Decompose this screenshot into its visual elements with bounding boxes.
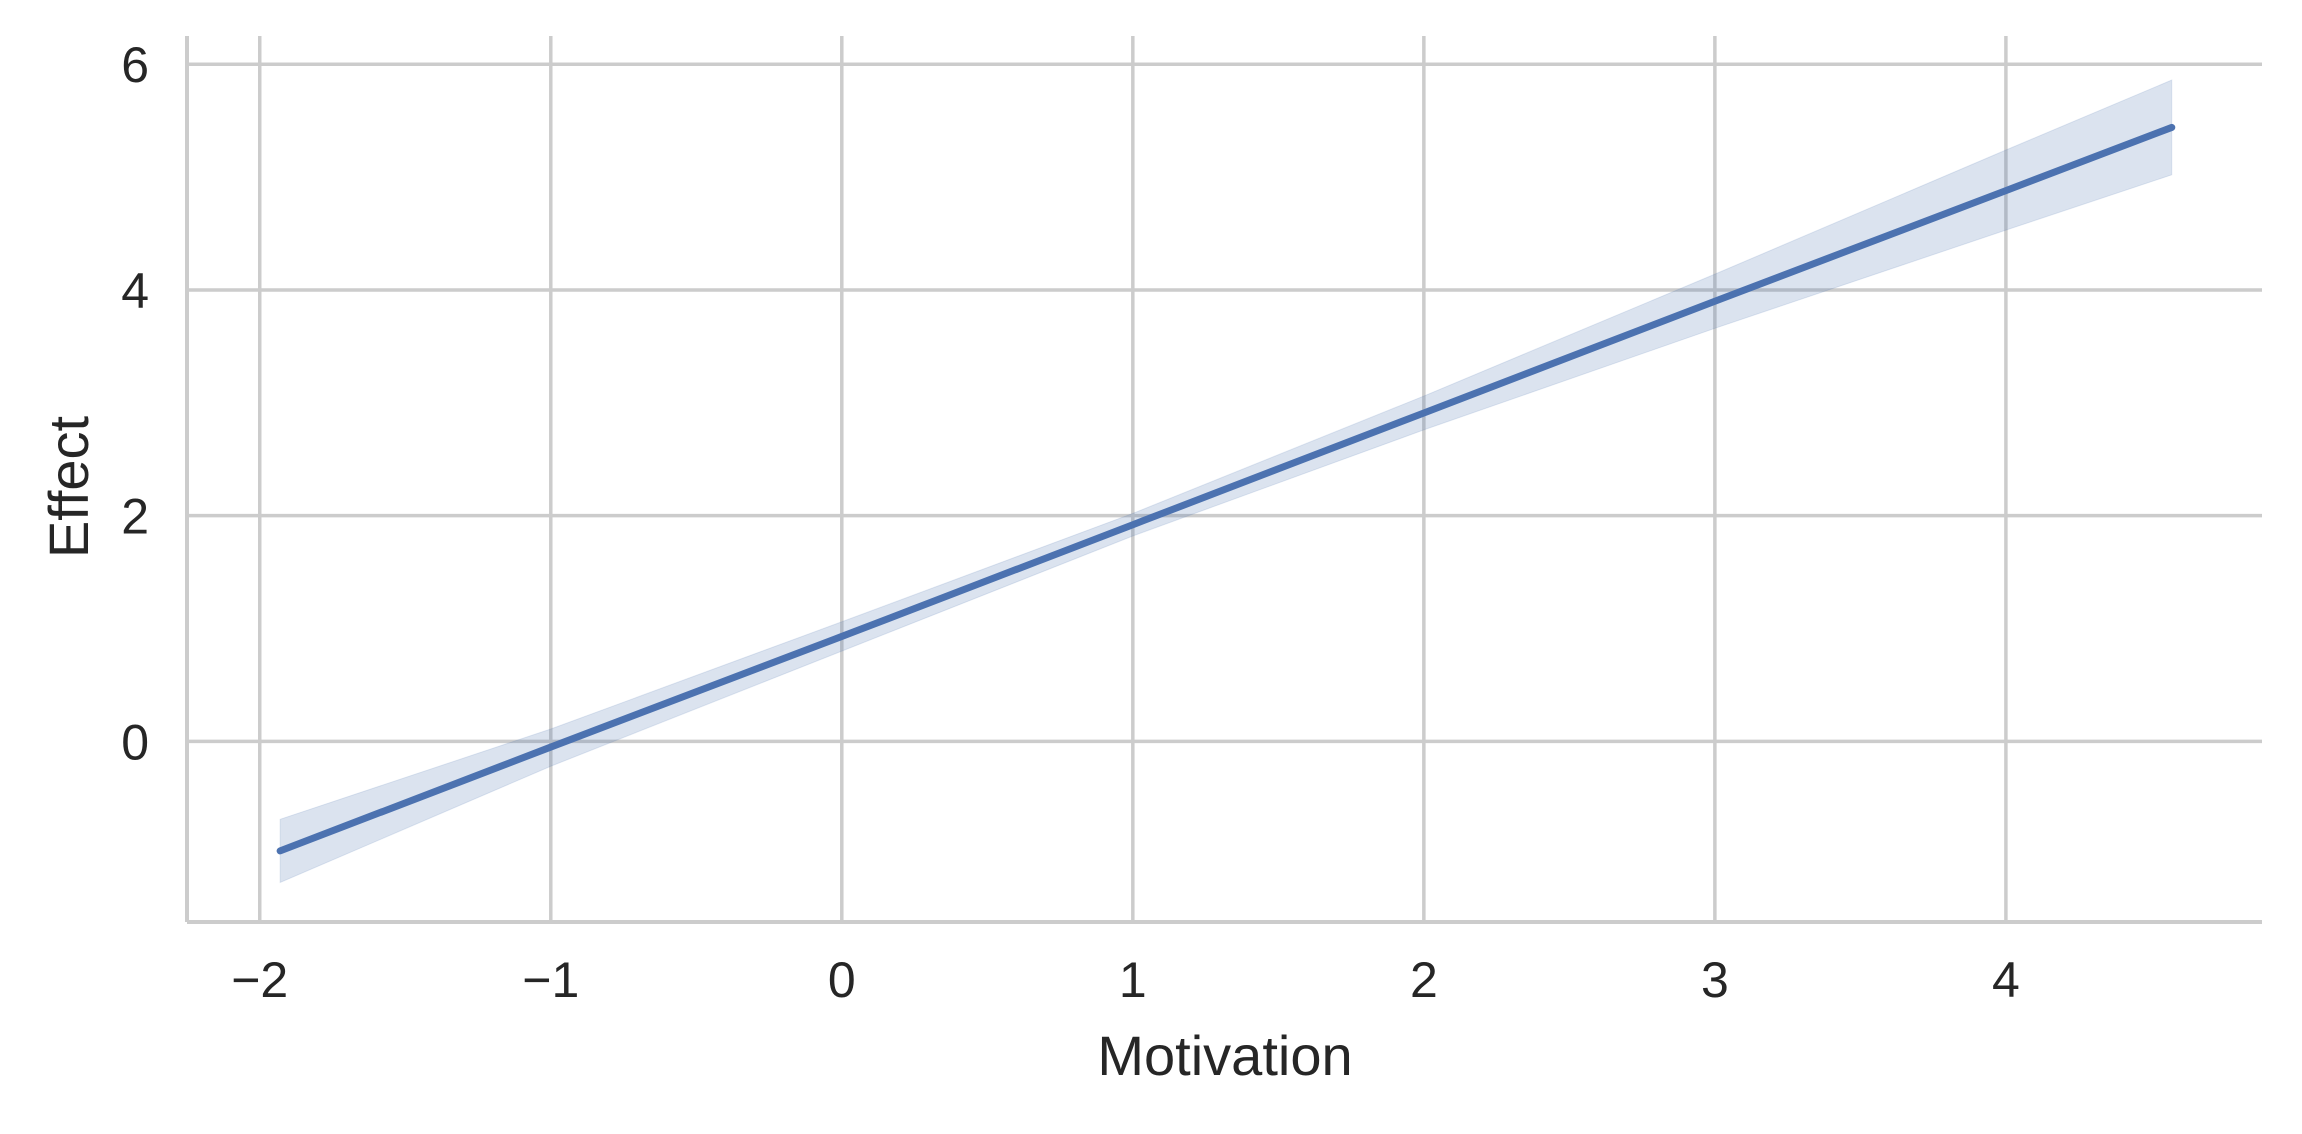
y-tick-label: 0 xyxy=(121,714,149,770)
y-axis-label: Effect xyxy=(37,415,100,558)
x-tick-label: 4 xyxy=(1992,952,2020,1008)
x-tick-labels: −2 −1 0 1 2 3 4 xyxy=(231,952,2020,1008)
axes-spines xyxy=(185,36,2262,924)
confidence-band xyxy=(279,79,2173,884)
y-tick-label: 4 xyxy=(121,263,149,319)
x-tick-label: 2 xyxy=(1410,952,1438,1008)
confidence-band-layer xyxy=(279,79,2173,884)
x-axis-label: Motivation xyxy=(1097,1024,1352,1087)
x-tick-label: 3 xyxy=(1701,952,1729,1008)
regression-line xyxy=(276,123,2176,855)
y-tick-labels: 0 2 4 6 xyxy=(121,37,149,770)
x-tick-label: −1 xyxy=(522,952,579,1008)
y-tick-label: 2 xyxy=(121,489,149,545)
x-tick-label: 0 xyxy=(828,952,856,1008)
x-tick-label: −2 xyxy=(231,952,288,1008)
x-tick-label: 1 xyxy=(1119,952,1147,1008)
regression-line-layer xyxy=(276,123,2176,855)
y-tick-label: 6 xyxy=(121,37,149,93)
grid xyxy=(187,36,2262,922)
